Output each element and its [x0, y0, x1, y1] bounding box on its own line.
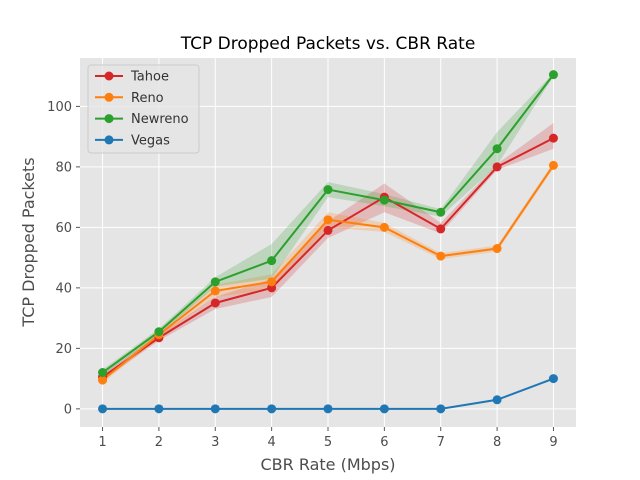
legend: Tahoe Reno Newreno Vegas: [87, 64, 200, 154]
tahoe-point: [210, 298, 220, 308]
x-axis-label: CBR Rate (Mbps): [260, 455, 395, 474]
x-tick-label: 3: [211, 435, 219, 450]
vegas-point: [267, 404, 277, 414]
x-tick-label: 8: [493, 435, 501, 450]
reno-point: [98, 375, 108, 385]
x-tick-label: 4: [267, 435, 275, 450]
tahoe-point: [548, 133, 558, 143]
legend-newreno-label: Newreno: [131, 112, 189, 127]
reno-point: [436, 251, 446, 261]
x-tick-label: 6: [380, 435, 388, 450]
newreno-point: [323, 185, 333, 195]
tahoe-point: [492, 162, 502, 172]
y-tick-label: 40: [55, 281, 72, 296]
vegas-point: [436, 404, 446, 414]
newreno-point: [492, 144, 502, 154]
newreno-point: [154, 327, 164, 337]
newreno-point: [210, 277, 220, 287]
y-tick-label: 100: [47, 100, 72, 115]
vegas-point: [154, 404, 164, 414]
newreno-point: [436, 207, 446, 217]
vegas-point: [323, 404, 333, 414]
reno-point: [492, 244, 502, 254]
reno-point: [548, 160, 558, 170]
x-tick-label: 5: [324, 435, 332, 450]
vegas-point: [548, 374, 558, 384]
vegas-point: [492, 395, 502, 405]
series-points: [98, 70, 558, 414]
legend-newreno-marker: [104, 114, 114, 124]
vegas-point: [379, 404, 389, 414]
vegas-point: [210, 404, 220, 414]
y-tick-label: 80: [55, 160, 72, 175]
newreno-point: [98, 368, 108, 378]
legend-reno-marker: [104, 92, 114, 102]
axis-ticks: 1 2 3 4 5 6 7 8 9 0 20 40 60 80 100: [47, 100, 557, 450]
tahoe-point: [436, 224, 446, 234]
legend-tahoe-label: Tahoe: [130, 70, 169, 85]
newreno-point: [548, 70, 558, 80]
tahoe-point: [323, 225, 333, 235]
reno-point: [323, 215, 333, 225]
y-tick-label: 20: [55, 342, 72, 357]
legend-vegas-marker: [104, 135, 114, 145]
vegas-point: [98, 404, 108, 414]
reno-point: [379, 222, 389, 232]
x-tick-label: 2: [155, 435, 163, 450]
chart-title: TCP Dropped Packets vs. CBR Rate: [180, 34, 476, 54]
y-axis-label: TCP Dropped Packets: [19, 157, 38, 327]
legend-box: [87, 64, 200, 154]
newreno-point: [267, 256, 277, 266]
reno-point: [267, 277, 277, 287]
x-tick-label: 1: [98, 435, 106, 450]
legend-vegas-label: Vegas: [131, 133, 170, 148]
reno-point: [210, 286, 220, 296]
x-tick-label: 9: [549, 435, 557, 450]
legend-tahoe-marker: [104, 71, 114, 81]
y-tick-label: 60: [55, 221, 72, 236]
y-tick-label: 0: [64, 402, 72, 417]
legend-reno-label: Reno: [131, 91, 164, 106]
x-tick-label: 7: [437, 435, 445, 450]
newreno-point: [379, 195, 389, 205]
